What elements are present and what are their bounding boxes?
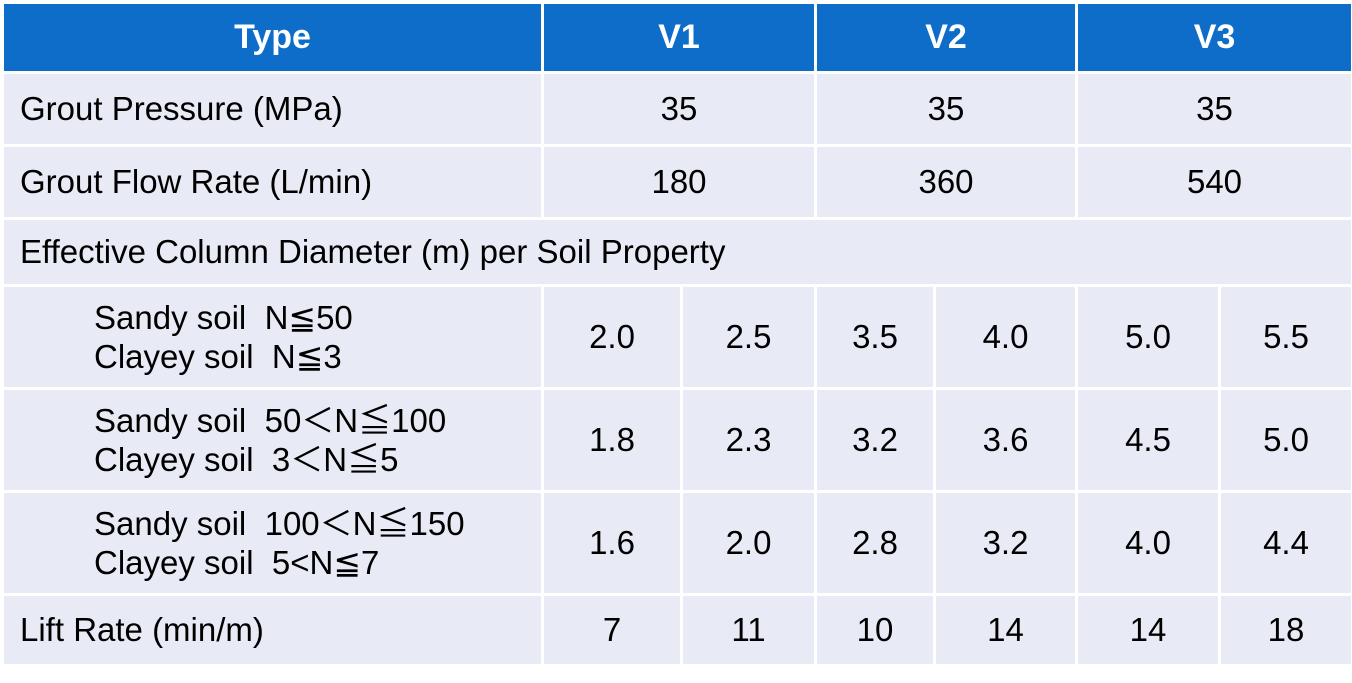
diameter-cell: 5.5: [1220, 286, 1352, 389]
diameter-cell: 5.0: [1220, 389, 1352, 492]
diameter-cell: 2.5: [682, 286, 816, 389]
diameter-cell: 2.0: [543, 286, 682, 389]
spec-table: Type V1 V2 V3 Grout Pressure (MPa) 35 35…: [1, 1, 1352, 667]
diameter-cell: 3.2: [935, 492, 1077, 595]
diameter-cell: 2.0: [682, 492, 816, 595]
diameter-cell: 3.5: [816, 286, 935, 389]
diameter-cell: 3.6: [935, 389, 1077, 492]
diameter-cell: 4.0: [1077, 492, 1220, 595]
sandy-condition: Sandy soil N≦50: [94, 298, 541, 337]
diameter-cell: 5.0: [1077, 286, 1220, 389]
lift-cell: 18: [1220, 595, 1352, 666]
diameter-cell: 4.4: [1220, 492, 1352, 595]
pressure-v3: 35: [1077, 73, 1352, 146]
soil-condition-3: Sandy soil 100＜N≦150 Clayey soil 5<N≦7: [3, 492, 543, 595]
diameter-cell: 3.2: [816, 389, 935, 492]
flow-v3: 540: [1077, 146, 1352, 219]
pressure-v1: 35: [543, 73, 816, 146]
clayey-condition: Clayey soil 5<N≦7: [94, 543, 541, 582]
soil-condition-2: Sandy soil 50＜N≦100 Clayey soil 3＜N≦5: [3, 389, 543, 492]
diameter-cell: 1.8: [543, 389, 682, 492]
row-soil-2: Sandy soil 50＜N≦100 Clayey soil 3＜N≦5 1.…: [3, 389, 1352, 492]
row-grout-pressure: Grout Pressure (MPa) 35 35 35: [3, 73, 1352, 146]
diameter-cell: 4.0: [935, 286, 1077, 389]
flow-v1: 180: [543, 146, 816, 219]
diameter-cell: 4.5: [1077, 389, 1220, 492]
clayey-condition: Clayey soil N≦3: [94, 337, 541, 376]
lift-cell: 14: [1077, 595, 1220, 666]
header-v2: V2: [816, 3, 1077, 73]
label-grout-flow-rate: Grout Flow Rate (L/min): [3, 146, 543, 219]
lift-cell: 11: [682, 595, 816, 666]
label-lift-rate: Lift Rate (min/m): [3, 595, 543, 666]
lift-cell: 7: [543, 595, 682, 666]
lift-cell: 14: [935, 595, 1077, 666]
row-soil-1: Sandy soil N≦50 Clayey soil N≦3 2.0 2.5 …: [3, 286, 1352, 389]
diameter-cell: 1.6: [543, 492, 682, 595]
row-lift-rate: Lift Rate (min/m) 7 11 10 14 14 18: [3, 595, 1352, 666]
soil-condition-1: Sandy soil N≦50 Clayey soil N≦3: [3, 286, 543, 389]
section-effective-diameter: Effective Column Diameter (m) per Soil P…: [3, 219, 1352, 286]
sandy-condition: Sandy soil 100＜N≦150: [94, 504, 541, 543]
diameter-cell: 2.3: [682, 389, 816, 492]
header-type: Type: [3, 3, 543, 73]
lift-cell: 10: [816, 595, 935, 666]
diameter-cell: 2.8: [816, 492, 935, 595]
header-v3: V3: [1077, 3, 1352, 73]
label-grout-pressure: Grout Pressure (MPa): [3, 73, 543, 146]
clayey-condition: Clayey soil 3＜N≦5: [94, 440, 541, 479]
sandy-condition: Sandy soil 50＜N≦100: [94, 401, 541, 440]
header-v1: V1: [543, 3, 816, 73]
row-soil-3: Sandy soil 100＜N≦150 Clayey soil 5<N≦7 1…: [3, 492, 1352, 595]
row-section-heading: Effective Column Diameter (m) per Soil P…: [3, 219, 1352, 286]
pressure-v2: 35: [816, 73, 1077, 146]
header-row: Type V1 V2 V3: [3, 3, 1352, 73]
flow-v2: 360: [816, 146, 1077, 219]
row-grout-flow-rate: Grout Flow Rate (L/min) 180 360 540: [3, 146, 1352, 219]
